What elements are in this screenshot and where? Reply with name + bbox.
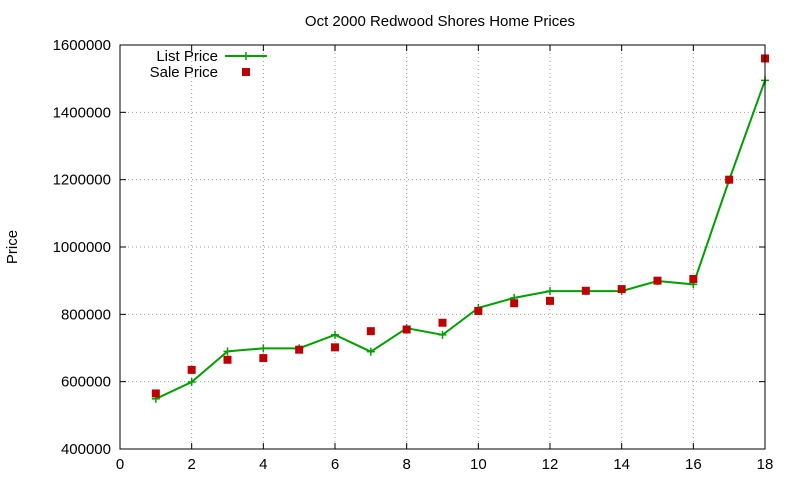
sale-price-point [259, 354, 268, 363]
legend-list-price-marker [242, 52, 250, 60]
list-price-point [259, 344, 268, 353]
y-tick-label: 400000 [61, 441, 111, 458]
sale-price-point [546, 296, 554, 305]
x-tick-label: 18 [757, 456, 774, 473]
series-list-price [151, 76, 769, 403]
sale-price-point [151, 389, 160, 398]
series-sale-price [151, 54, 769, 398]
y-tick-label: 1200000 [53, 172, 111, 189]
x-tick-label: 14 [613, 456, 630, 473]
sale-price-point [689, 274, 698, 283]
list-price-point [187, 378, 196, 387]
tick-labels: 0 2 4 6 8 10 12 14 16 18 400000 600000 800000 1000000… [53, 37, 774, 473]
sale-price-point [510, 299, 519, 308]
x-tick-label: 12 [542, 456, 559, 473]
x-tick-label: 10 [470, 456, 487, 473]
legend-sale-price-label: Sale Price [150, 64, 218, 81]
grid [120, 45, 765, 449]
x-tick-label: 2 [187, 456, 195, 473]
y-tick-label: 800000 [61, 306, 111, 323]
series-layer [151, 54, 769, 403]
sale-price-point [187, 365, 196, 374]
list-price-point [438, 330, 447, 339]
y-tick-label: 1600000 [53, 37, 111, 54]
x-tick-label: 8 [402, 456, 410, 473]
sale-price-point [223, 355, 232, 364]
plot-frame [119, 44, 766, 450]
sale-price-point [295, 345, 304, 354]
x-tick-label: 16 [685, 456, 702, 473]
x-tick-label: 4 [259, 456, 267, 473]
sale-price-point [331, 343, 339, 352]
list-price-point [223, 347, 232, 356]
sale-price-point [617, 285, 626, 294]
y-tick-label: 600000 [61, 374, 111, 391]
legend-sale-price-marker [242, 68, 250, 76]
y-axis-label: Price [4, 230, 21, 264]
chart-title: Oct 2000 Redwood Shores Home Prices [305, 13, 575, 30]
sale-price-point [438, 318, 447, 327]
x-tick-label: 6 [331, 456, 339, 473]
sale-price-point [366, 327, 375, 336]
sale-price-point [474, 306, 483, 315]
list-price-point [546, 287, 554, 296]
sale-price-point [653, 276, 662, 285]
legend-list-price-label: List Price [156, 48, 218, 65]
list-price-point [366, 347, 375, 356]
y-tick-label: 1000000 [53, 239, 111, 256]
y-tick-label: 1400000 [53, 104, 111, 121]
sale-price-point [402, 325, 411, 334]
list-price-line [155, 80, 766, 400]
sale-price-point [581, 286, 590, 295]
x-tick-label: 0 [116, 456, 124, 473]
list-price-point [331, 330, 339, 339]
sale-price-point [725, 175, 734, 184]
